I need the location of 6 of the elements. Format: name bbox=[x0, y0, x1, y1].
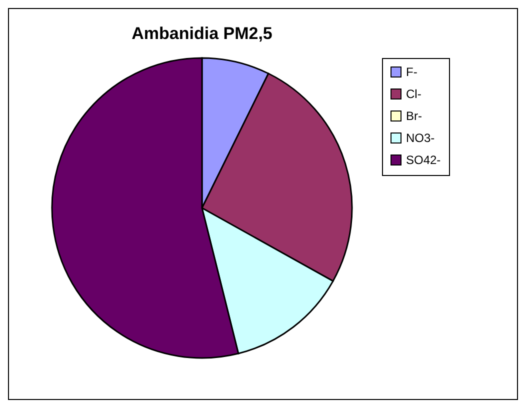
legend-label: F- bbox=[406, 65, 418, 79]
legend-label: NO3- bbox=[406, 131, 435, 145]
legend-label: Cl- bbox=[406, 87, 422, 101]
legend-label: Br- bbox=[406, 109, 422, 123]
chart-title: Ambanidia PM2,5 bbox=[132, 24, 272, 43]
legend-label: SO42- bbox=[406, 153, 441, 167]
